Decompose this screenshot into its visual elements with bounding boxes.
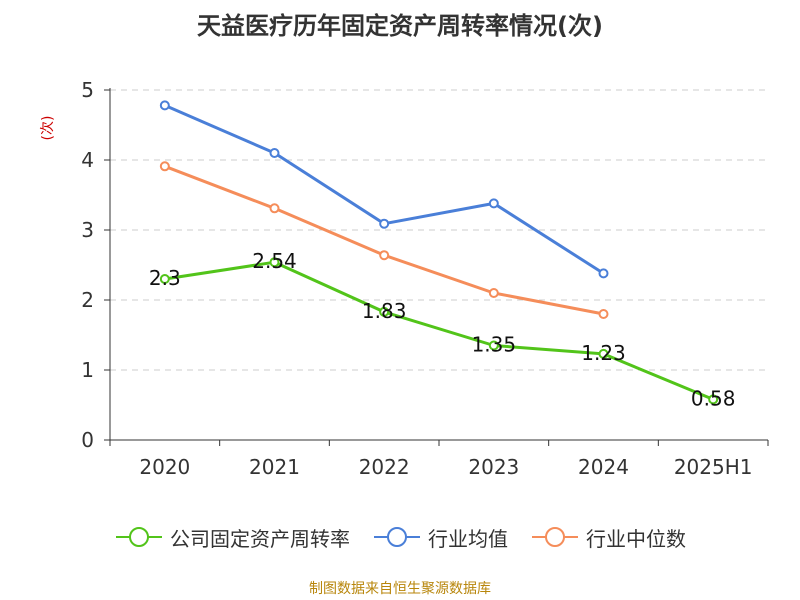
series-1-point-2020	[159, 100, 170, 111]
y-tick-label-0: 0	[81, 428, 94, 452]
chart-title: 天益医疗历年固定资产周转率情况(次)	[197, 12, 603, 40]
x-tick-label-2021: 2021	[249, 455, 300, 479]
data-label-2022: 1.83	[362, 299, 407, 323]
chart-legend: 公司固定资产周转率 行业均值 行业中位数	[0, 522, 800, 552]
series-2-point-2021	[269, 203, 280, 214]
x-tick-label-2025H1: 2025H1	[674, 455, 753, 479]
data-label-2024: 1.23	[581, 341, 626, 365]
legend-label-company: 公司固定资产周转率	[170, 526, 350, 551]
legend-item-company[interactable]: 公司固定资产周转率	[114, 523, 350, 552]
series-2-point-2023	[488, 288, 499, 298]
series-1-point-2024	[598, 268, 609, 279]
legend-swatch-company	[116, 527, 162, 547]
series-0-point-2023	[488, 340, 499, 351]
legend-swatch-industry-mean	[374, 527, 420, 547]
series-line-1	[164, 104, 605, 275]
series-1-point-2023	[488, 198, 499, 209]
legend-swatch-industry-median	[532, 527, 578, 547]
series-0-point-2024	[598, 348, 609, 359]
series-2-point-2022	[379, 250, 390, 261]
y-tick-label-1: 1	[81, 358, 94, 382]
data-label-2021: 2.54	[252, 249, 297, 273]
y-tick-label-3: 3	[81, 218, 94, 242]
series-line-2	[164, 164, 604, 316]
legend-item-industry-median[interactable]: 行业中位数	[530, 523, 686, 552]
series-0-point-2022	[379, 306, 390, 317]
data-label-2023: 1.35	[472, 333, 517, 357]
series-0-point-2020	[159, 274, 170, 284]
legend-label-industry-median: 行业中位数	[586, 526, 686, 551]
series-line-0	[164, 260, 714, 401]
series-1-point-2022	[379, 218, 390, 229]
series-2-point-2020	[159, 161, 170, 172]
legend-label-industry-mean: 行业均值	[428, 526, 508, 551]
y-tick-label-5: 5	[81, 78, 94, 102]
line-chart: 0 1 2 3 4 5 2020 2021 2022 2023 2024 2025H1 2.3 2.54 1…	[81, 78, 769, 479]
y-tick-label-4: 4	[81, 148, 94, 172]
x-tick-label-2023: 2023	[468, 455, 519, 479]
data-source-note: 制图数据来自恒生聚源数据库	[309, 581, 491, 597]
series-2-point-2024	[598, 309, 609, 319]
series-0-point-2021	[269, 257, 280, 268]
data-label-2020: 2.3	[149, 266, 181, 290]
x-tick-label-2022: 2022	[359, 455, 410, 479]
series-0-point-2025H1	[708, 394, 719, 405]
x-tick-label-2020: 2020	[139, 455, 190, 479]
data-label-2025H1: 0.58	[691, 386, 736, 410]
y-tick-label-2: 2	[81, 288, 94, 312]
x-tick-label-2024: 2024	[578, 455, 629, 479]
series-1-point-2021	[269, 148, 280, 158]
legend-item-industry-mean[interactable]: 行业均值	[372, 523, 508, 552]
